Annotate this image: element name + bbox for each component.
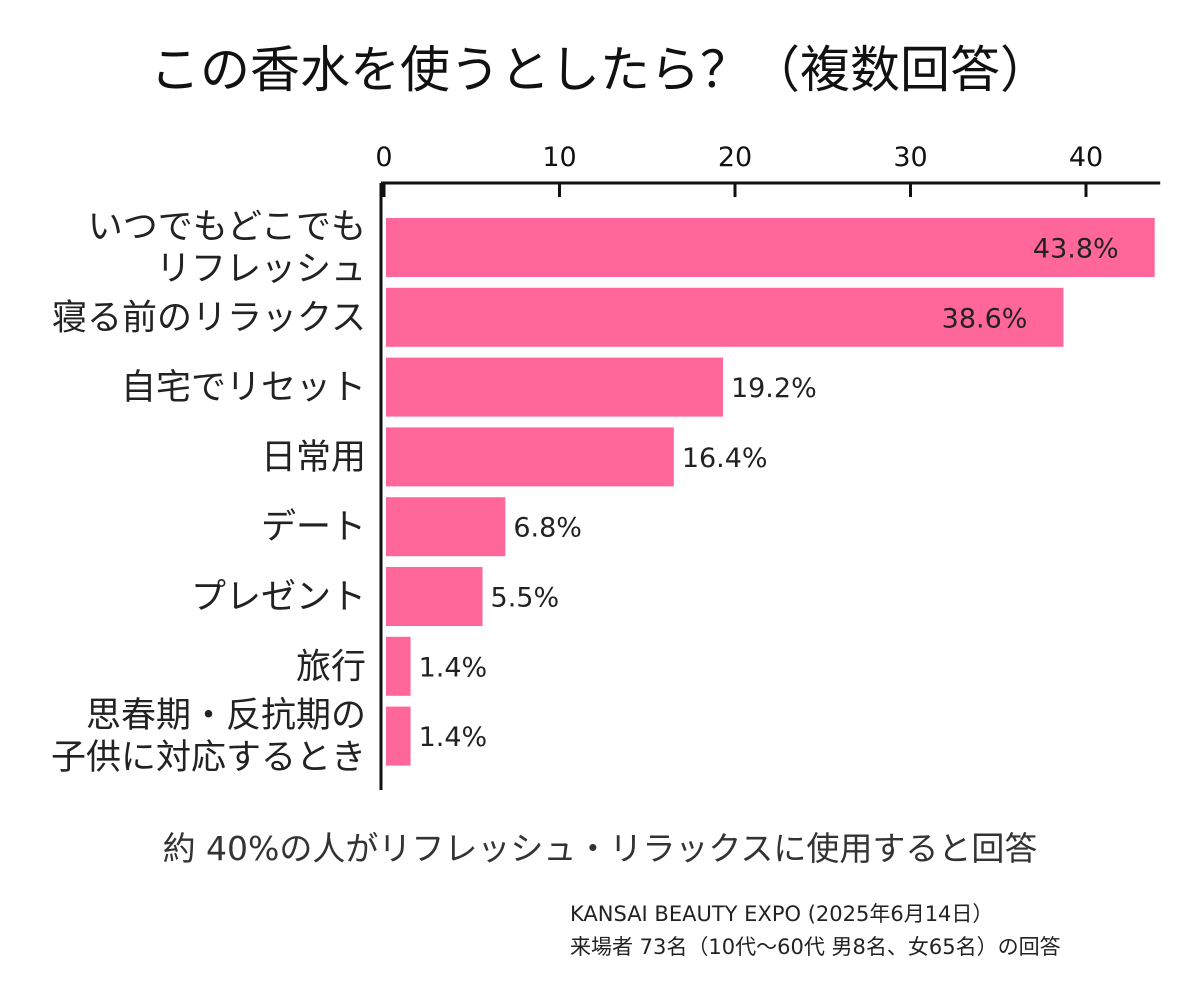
category-label: 旅行 — [296, 647, 366, 687]
bar — [386, 567, 483, 626]
source-note: KANSAI BEAUTY EXPO (2025年6月14日） 来場者 73名（… — [570, 898, 1061, 964]
category-label: プレゼント — [191, 578, 366, 618]
bars: 43.8% 38.6% 19.2% 16.4% 6.8% 5.5% 1.4% 1.4% — [386, 218, 1155, 766]
x-tick-label: 10 — [542, 142, 576, 173]
value-label: 1.4% — [419, 652, 488, 683]
category-labels: いつでもどこでもリフレッシュ寝る前のリラックス自宅でリセット日常用デートプレゼン… — [51, 208, 366, 779]
category-label: デート — [261, 508, 366, 548]
bar — [386, 218, 1155, 277]
x-tick-label: 0 — [375, 142, 392, 173]
x-axis: 0 10 20 30 40 — [375, 142, 1161, 790]
bar — [386, 636, 411, 696]
bar — [386, 427, 674, 487]
bar — [386, 287, 1064, 347]
x-tick-label: 40 — [1069, 142, 1103, 173]
category-label: 思春期・反抗期の — [86, 696, 366, 736]
category-label: リフレッシュ — [156, 250, 366, 290]
value-label: 43.8% — [1033, 234, 1119, 265]
bar — [386, 357, 723, 417]
source-line-respondents: 来場者 73名（10代〜60代 男8名、女65名）の回答 — [570, 935, 1061, 959]
category-label: いつでもどこでも — [88, 208, 366, 248]
bar — [386, 706, 411, 766]
value-label: 16.4% — [682, 443, 768, 474]
category-label: 寝る前のリラックス — [52, 298, 366, 338]
source-line-event: KANSAI BEAUTY EXPO (2025年6月14日） — [570, 902, 994, 926]
category-label: 日常用 — [261, 438, 366, 478]
value-label: 38.6% — [942, 303, 1028, 334]
category-label: 自宅でリセット — [121, 368, 366, 408]
value-label: 6.8% — [513, 513, 582, 544]
x-tick-label: 30 — [893, 142, 927, 173]
category-label: 子供に対応するとき — [51, 738, 366, 778]
value-label: 1.4% — [419, 722, 488, 753]
value-label: 5.5% — [491, 583, 560, 614]
x-tick-label: 20 — [718, 142, 752, 173]
bar — [386, 497, 506, 557]
value-label: 19.2% — [731, 373, 817, 404]
summary-text: 約 40%の人がリフレッシュ・リラックスに使用すると回答 — [162, 829, 1038, 868]
chart-title: この香水を使うとしたら？（複数回答） — [150, 41, 1050, 99]
